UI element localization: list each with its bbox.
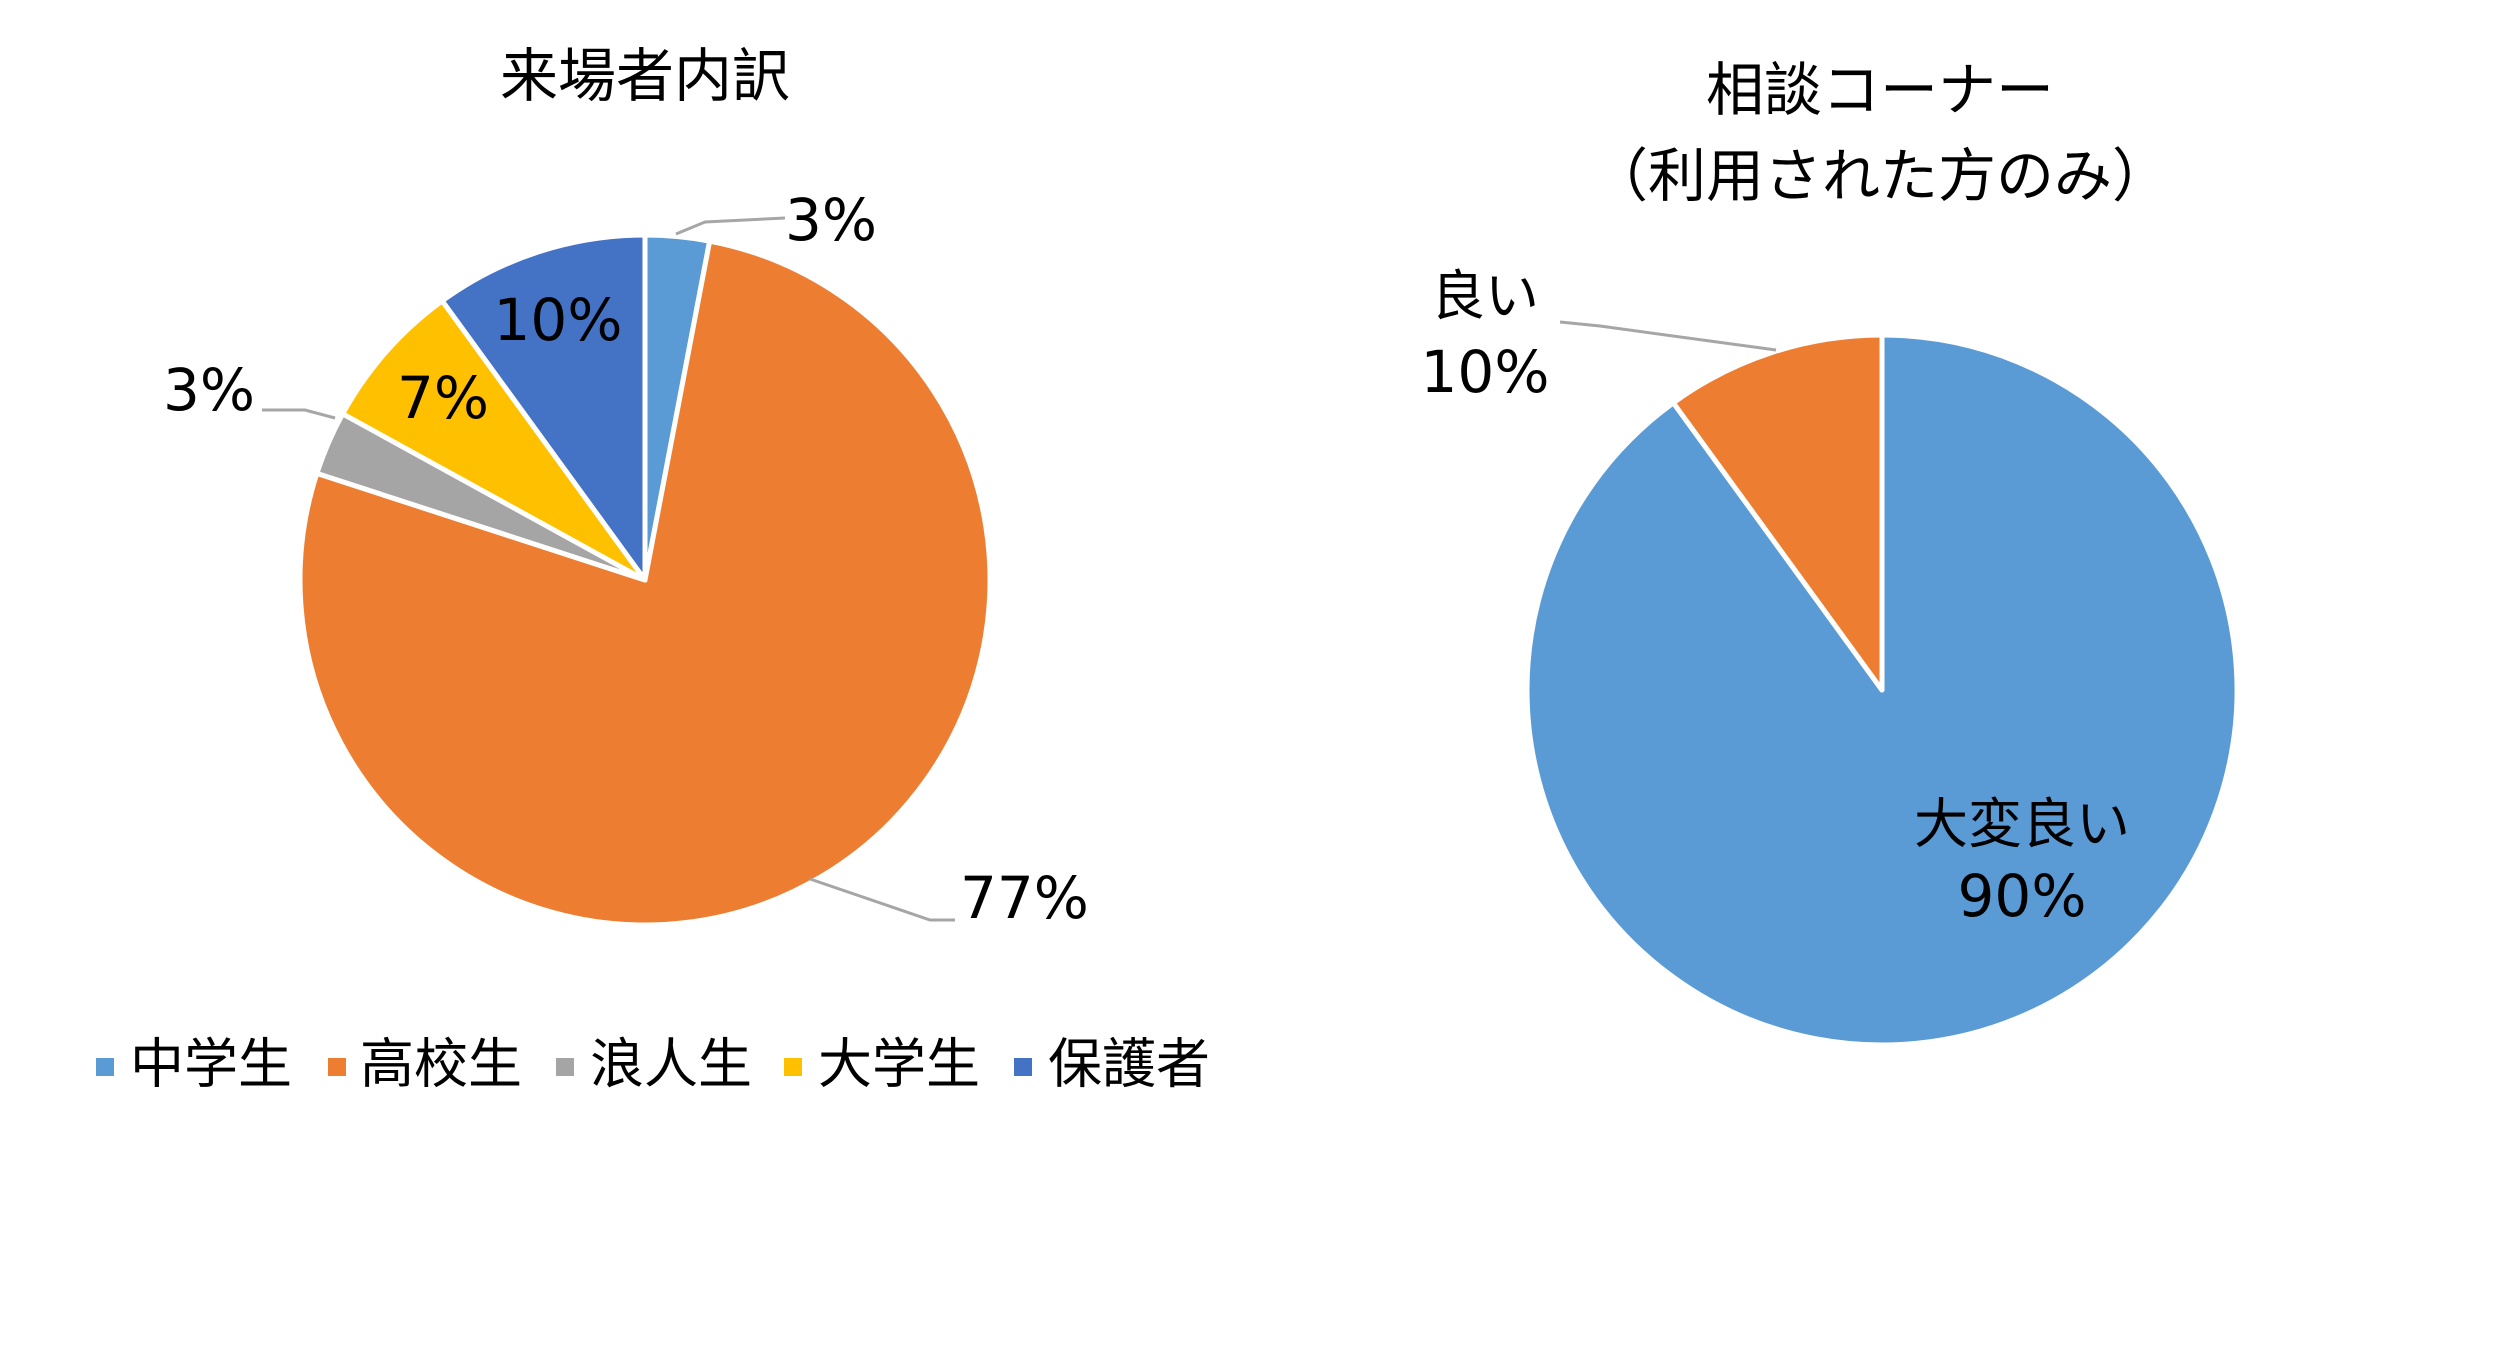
legend-item-guardian: 保護者: [1014, 1033, 1210, 1096]
legend-item-junior-high: 中学生: [96, 1033, 292, 1096]
chart1-label-ronin: 3%: [163, 356, 255, 424]
legend-label-ronin: 浪人生: [590, 1033, 752, 1096]
legend-item-university: 大学生: [784, 1033, 980, 1096]
chart1-leader-junior-high: [675, 216, 786, 236]
chart2-slice-good: [1670, 332, 1885, 693]
chart2-leader-good: [1559, 320, 1777, 352]
chart1-label-guardian: 10%: [494, 286, 623, 354]
chart1-legend: 中学生 高校生 浪人生 大学生 保護者: [96, 1033, 1210, 1096]
chart2-category-good: 良い: [1431, 265, 1539, 328]
consultation-corner-chart: 相談コーナー （利用された方のみ） 良い 10% 大変良い 90%: [1421, 56, 2240, 1048]
chart2-slices: [1524, 332, 2240, 1048]
chart2-label-good: 10%: [1421, 338, 1550, 406]
legend-swatch-university: [784, 1058, 802, 1076]
legend-swatch-ronin: [556, 1058, 574, 1076]
chart1-label-high-school: 77%: [960, 864, 1089, 932]
chart1-title: 来場者内訳: [500, 42, 790, 110]
legend-label-guardian: 保護者: [1048, 1033, 1210, 1096]
legend-label-high-school: 高校生: [360, 1033, 522, 1096]
chart1-slices: [297, 232, 993, 928]
chart1-label-university: 7%: [397, 364, 489, 432]
chart2-title-line1: 相談コーナー: [1706, 56, 2054, 124]
legend-swatch-high-school: [328, 1058, 346, 1076]
legend-swatch-junior-high: [96, 1058, 114, 1076]
legend-item-ronin: 浪人生: [556, 1033, 752, 1096]
legend-label-junior-high: 中学生: [130, 1033, 292, 1096]
chart1-leader-high-school: [809, 877, 955, 922]
chart2-title-line2: （利用された方のみ）: [1590, 142, 2170, 210]
legend-swatch-guardian: [1014, 1058, 1032, 1076]
chart1-leader-ronin: [262, 408, 336, 420]
legend-item-high-school: 高校生: [328, 1033, 522, 1096]
chart1-slice-high-school: [297, 238, 993, 928]
chart1-slice-guardian: [439, 232, 648, 583]
chart2-category-very-good: 大変良い: [1914, 793, 2130, 856]
chart1-label-junior-high: 3%: [785, 186, 877, 254]
visitor-breakdown-chart: 来場者内訳 3% 77% 3% 7% 10% 中学生 高校生 浪人生: [96, 42, 1210, 1096]
chart1-slice-university: [340, 298, 648, 583]
chart2-label-very-good: 90%: [1958, 862, 2087, 930]
legend-label-university: 大学生: [818, 1033, 980, 1096]
